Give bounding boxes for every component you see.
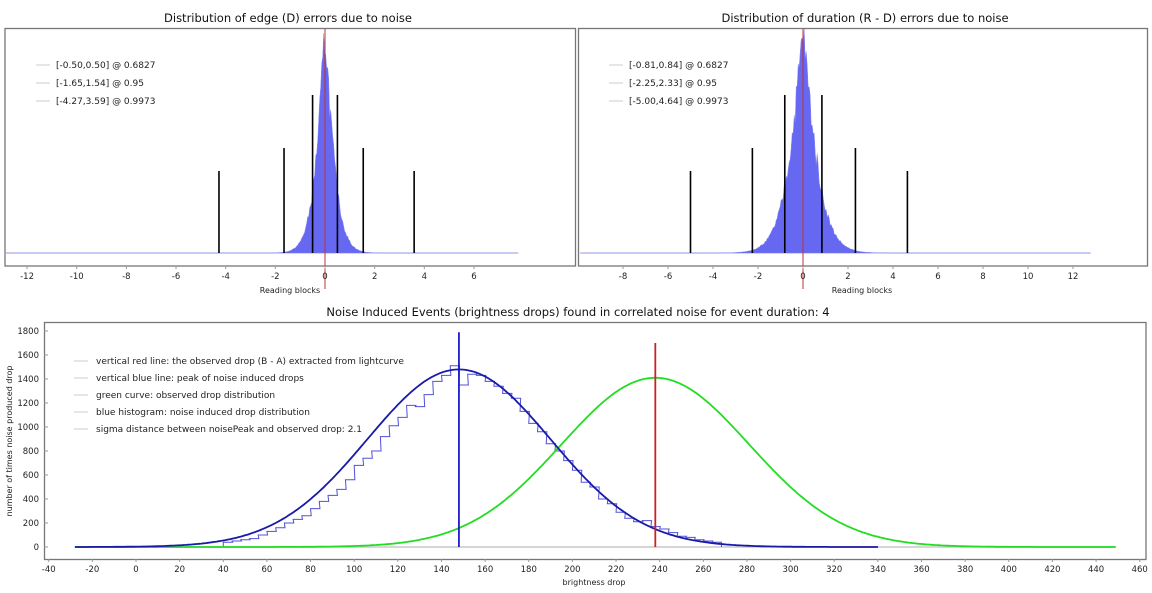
duration-x-axis-label: Reading blocks	[832, 286, 892, 295]
legend-entry: vertical blue line: peak of noise induce…	[96, 374, 304, 384]
noise-y-ticks: 0 200 400 600 800 1000 1200 1400 1600 1800	[17, 327, 48, 553]
noise-events-title: Noise Induced Events (brightness drops) …	[326, 305, 829, 319]
x-tick-label: -4	[709, 272, 717, 282]
duration-chart-title: Distribution of duration (R - D) errors …	[721, 11, 1008, 25]
x-tick-label: 4	[422, 272, 427, 282]
x-tick-label: 320	[826, 565, 842, 575]
y-tick-label: 1600	[17, 351, 39, 361]
x-tick-label: -6	[664, 272, 672, 282]
x-tick-label: 440	[1088, 565, 1104, 575]
blue-noise-fit-curve	[74, 368, 878, 548]
x-tick-label: 280	[739, 565, 755, 575]
x-tick-label: 360	[913, 565, 929, 575]
x-tick-label: 12	[1068, 272, 1079, 282]
x-tick-label: 200	[564, 565, 580, 575]
noise-x-ticks: -40 -20 0 20 40 60 80 100 120 140 160 180 200 220 240 2…	[42, 559, 1148, 575]
x-tick-label: 2	[372, 272, 377, 282]
noise-histogram	[222, 365, 722, 547]
x-tick-label: 140	[433, 565, 449, 575]
x-tick-label: 60	[262, 565, 273, 575]
legend-entry: [-0.50,0.50] @ 0.6827	[56, 61, 155, 71]
x-tick-label: 0	[800, 272, 805, 282]
y-tick-label: 400	[23, 495, 39, 505]
duration-legend: [-0.81,0.84] @ 0.6827 [-2.25,2.33] @ 0.95…	[609, 61, 728, 107]
edge-x-axis-label: Reading blocks	[260, 286, 320, 295]
y-tick-label: 1200	[17, 399, 39, 409]
green-observed-curve	[74, 376, 1116, 548]
y-tick-label: 200	[23, 519, 39, 529]
x-tick-label: 40	[218, 565, 229, 575]
x-tick-label: -40	[42, 565, 56, 575]
x-tick-label: 340	[870, 565, 886, 575]
x-tick-label: -6	[172, 272, 180, 282]
histogram-area	[4, 33, 518, 254]
y-tick-label: 1000	[17, 423, 39, 433]
x-tick-label: 380	[957, 565, 973, 575]
x-tick-label: 400	[1001, 565, 1017, 575]
x-tick-label: 220	[608, 565, 624, 575]
y-tick-label: 1800	[17, 327, 39, 337]
x-tick-label: -20	[85, 565, 99, 575]
legend-entry: blue histogram: noise induced drop distr…	[96, 408, 310, 418]
x-tick-label: 180	[521, 565, 537, 575]
noise-legend: vertical red line: the observed drop (B …	[74, 357, 404, 435]
edge-histogram	[4, 29, 519, 289]
noise-x-axis-label: brightness drop	[563, 578, 626, 587]
x-tick-label: 100	[346, 565, 362, 575]
x-tick-label: -2	[271, 272, 279, 282]
edge-error-chart: Distribution of edge (D) errors due to n…	[4, 11, 577, 295]
x-tick-label: -4	[221, 272, 229, 282]
histogram-area	[580, 29, 1091, 254]
noise-plot-area	[74, 332, 1116, 548]
y-tick-label: 1400	[17, 375, 39, 385]
x-tick-label: 6	[471, 272, 476, 282]
legend-entry: [-5.00,4.64] @ 0.9973	[629, 97, 728, 107]
duration-histogram	[580, 29, 1091, 289]
legend-entry: [-4.27,3.59] @ 0.9973	[56, 97, 155, 107]
y-tick-label: 0	[34, 543, 39, 553]
x-tick-label: -8	[122, 272, 130, 282]
x-tick-label: -8	[619, 272, 627, 282]
edge-plot-frame	[4, 27, 577, 267]
x-tick-label: 300	[782, 565, 798, 575]
y-tick-label: 600	[23, 471, 39, 481]
duration-interval-lines	[689, 95, 909, 253]
x-tick-label: 0	[133, 565, 138, 575]
x-tick-label: -2	[754, 272, 762, 282]
x-tick-label: 460	[1132, 565, 1148, 575]
x-tick-label: 240	[652, 565, 668, 575]
x-tick-label: 120	[390, 565, 406, 575]
legend-entry: [-2.25,2.33] @ 0.95	[629, 79, 717, 89]
x-tick-label: 2	[845, 272, 850, 282]
edge-interval-lines	[218, 95, 415, 253]
x-tick-label: 6	[935, 272, 940, 282]
x-tick-label: 20	[174, 565, 185, 575]
noise-plot-frame	[43, 321, 1147, 561]
x-tick-label: 0	[322, 272, 327, 282]
duration-error-chart: Distribution of duration (R - D) errors …	[577, 11, 1149, 295]
edge-legend: [-0.50,0.50] @ 0.6827 [-1.65,1.54] @ 0.95…	[36, 61, 155, 107]
y-tick-label: 800	[23, 447, 39, 457]
edge-chart-title: Distribution of edge (D) errors due to n…	[164, 11, 412, 25]
x-tick-label: 420	[1044, 565, 1060, 575]
x-tick-label: 4	[890, 272, 895, 282]
legend-entry: green curve: observed drop distribution	[96, 391, 275, 401]
x-tick-label: 8	[980, 272, 985, 282]
duration-plot-frame	[577, 27, 1149, 267]
x-tick-label: -12	[20, 272, 34, 282]
legend-entry: vertical red line: the observed drop (B …	[96, 357, 404, 367]
duration-x-ticks: -8 -6 -4 -2 0 2 4 6 8 10 12	[619, 266, 1079, 282]
legend-entry: sigma distance between noisePeak and obs…	[96, 425, 362, 435]
x-tick-label: 10	[1023, 272, 1034, 282]
x-tick-label: -10	[70, 272, 84, 282]
legend-entry: [-1.65,1.54] @ 0.95	[56, 79, 144, 89]
edge-x-ticks: -12 -10 -8 -6 -4 -2 0 2 4 6	[20, 266, 477, 282]
noise-y-axis-label: number of times noise produced drop	[5, 366, 14, 517]
noise-events-chart: Noise Induced Events (brightness drops) …	[5, 305, 1148, 587]
x-tick-label: 260	[695, 565, 711, 575]
x-tick-label: 160	[477, 565, 493, 575]
x-tick-label: 80	[305, 565, 316, 575]
legend-entry: [-0.81,0.84] @ 0.6827	[629, 61, 728, 71]
